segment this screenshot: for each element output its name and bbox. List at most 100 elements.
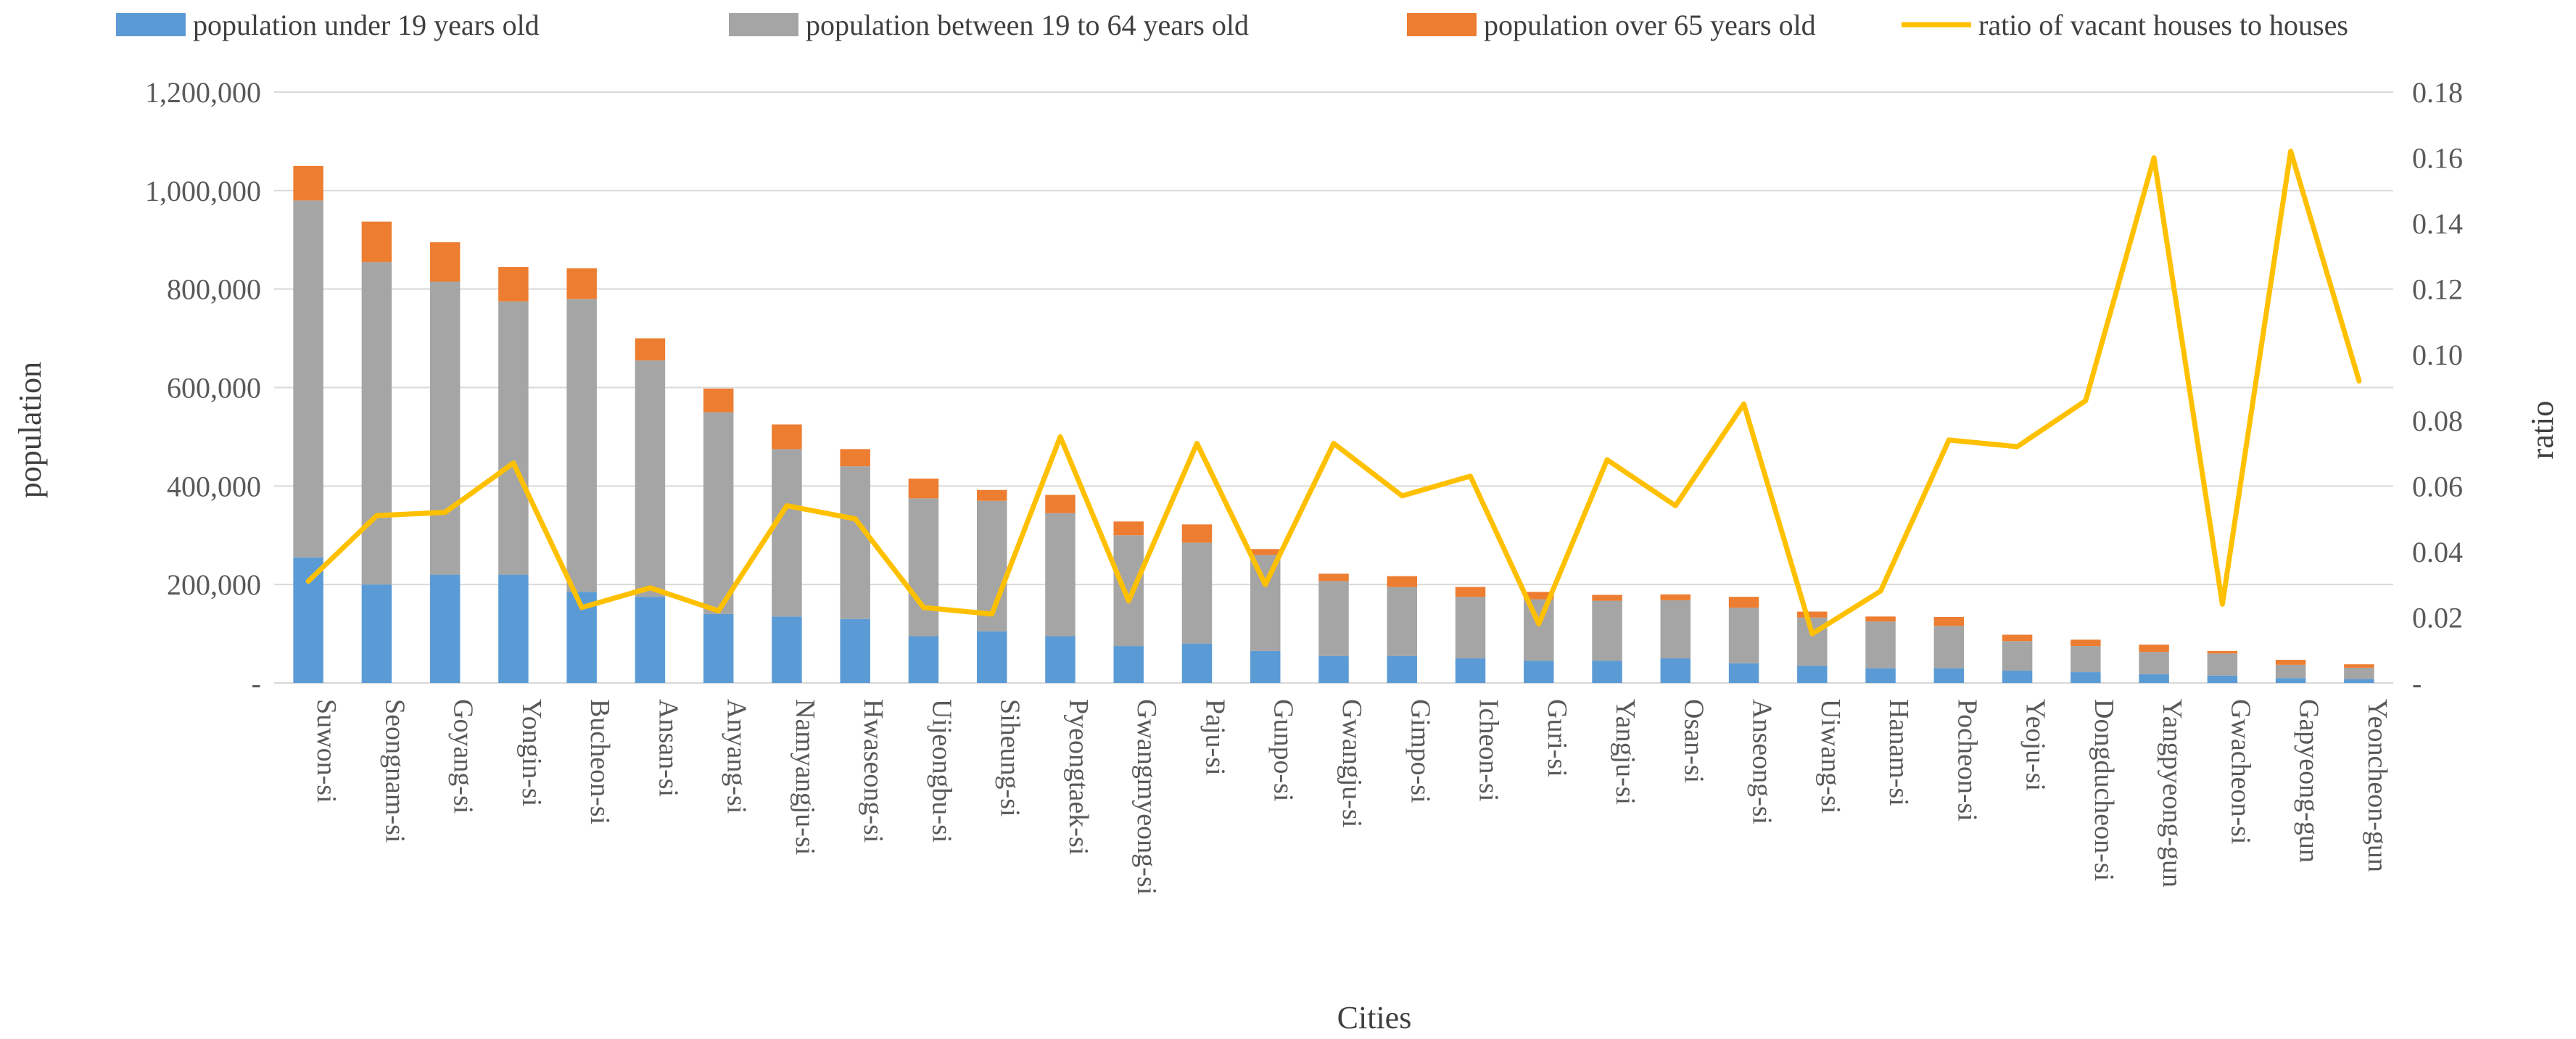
x-tick-label: Goyang-si xyxy=(448,699,479,814)
bar-1-18 xyxy=(1524,599,1554,661)
bar-2-9 xyxy=(908,479,939,499)
y2-tick-label: 0.14 xyxy=(2412,207,2463,240)
bar-1-6 xyxy=(703,412,734,614)
bar-0-0 xyxy=(293,557,323,683)
x-tick-label: Ansan-si xyxy=(653,699,683,797)
bar-1-26 xyxy=(2071,646,2101,673)
bar-1-30 xyxy=(2344,667,2374,679)
x-tick-label: Osan-si xyxy=(1678,699,1709,783)
bar-1-2 xyxy=(429,281,461,575)
bar-1-21 xyxy=(1728,608,1759,663)
bar-0-7 xyxy=(772,616,802,683)
bar-2-3 xyxy=(498,267,529,302)
ratio-line xyxy=(305,149,2362,637)
bar-0-26 xyxy=(2071,672,2101,683)
bar-1-12 xyxy=(1113,535,1144,647)
y2-tick-label: 0.16 xyxy=(2412,142,2463,175)
bar-1-27 xyxy=(2139,652,2169,674)
y-axis-left-ticks: - 200,000 400,000 600,000 800,000 1,000,000 1,… xyxy=(145,76,261,700)
y-tick-label: 200,000 xyxy=(167,568,261,601)
bar-1-3 xyxy=(498,301,529,575)
bar-1-5 xyxy=(635,360,666,597)
bar-2-17 xyxy=(1455,587,1486,597)
bar-0-13 xyxy=(1181,643,1213,683)
bar-2-23 xyxy=(1865,616,1896,622)
ratio-line-layer xyxy=(305,149,2362,637)
bar-0-20 xyxy=(1660,658,1691,683)
bar-1-25 xyxy=(2002,641,2033,671)
bar-2-30 xyxy=(2344,664,2374,668)
bar-2-26 xyxy=(2071,639,2101,647)
bar-0-23 xyxy=(1865,668,1896,683)
x-tick-label: Gwangmyeong-si xyxy=(1131,699,1162,895)
bar-2-7 xyxy=(772,424,802,450)
x-tick-label: Yongin-si xyxy=(516,699,547,806)
x-tick-label: Seongnam-si xyxy=(379,699,410,843)
bar-0-3 xyxy=(498,574,529,683)
legend-swatch xyxy=(1407,13,1477,36)
bar-1-8 xyxy=(840,466,870,619)
bar-0-16 xyxy=(1387,655,1417,683)
legend-swatch xyxy=(729,13,798,36)
y2-tick-label: 0.10 xyxy=(2412,339,2463,371)
bar-1-9 xyxy=(908,498,939,637)
bar-2-21 xyxy=(1728,597,1759,608)
bar-0-19 xyxy=(1592,661,1622,683)
bar-0-27 xyxy=(2139,674,2169,683)
x-tick-label: Anyang-si xyxy=(722,699,752,814)
bar-0-24 xyxy=(1933,668,1965,683)
bar-2-16 xyxy=(1387,576,1417,587)
bar-0-22 xyxy=(1797,666,1828,683)
y-tick-label: 600,000 xyxy=(167,372,261,405)
bar-1-17 xyxy=(1455,597,1486,659)
bar-1-28 xyxy=(2207,653,2238,676)
x-tick-label: Hanam-si xyxy=(1883,699,1914,806)
bar-2-2 xyxy=(429,242,461,282)
bar-2-13 xyxy=(1181,524,1213,543)
y2-tick-label: 0.06 xyxy=(2412,470,2463,502)
x-tick-label: Hwaseong-si xyxy=(858,699,888,843)
bar-2-22 xyxy=(1797,611,1828,618)
y2-tick-label: 0.08 xyxy=(2412,405,2463,437)
x-tick-label: Yeoju-si xyxy=(2020,699,2051,791)
bar-1-7 xyxy=(772,449,802,617)
x-tick-label: Paju-si xyxy=(1200,699,1231,776)
x-tick-label: Uijeongbu-si xyxy=(927,699,957,843)
y-tick-label: 1,000,000 xyxy=(145,175,261,207)
x-tick-label: Yangju-si xyxy=(1610,699,1640,805)
bar-2-8 xyxy=(840,449,870,467)
legend-label: population between 19 to 64 years old xyxy=(806,9,1249,41)
bar-1-23 xyxy=(1865,621,1896,668)
x-tick-label: Guri-si xyxy=(1542,699,1572,777)
y2-tick-label: - xyxy=(2412,667,2422,700)
bar-0-9 xyxy=(908,636,939,683)
bar-0-5 xyxy=(635,597,666,683)
bar-2-19 xyxy=(1592,595,1622,601)
x-tick-label: Yeoncheon-gun xyxy=(2362,699,2393,872)
y2-tick-label: 0.04 xyxy=(2412,536,2463,568)
x-tick-label: Gunpo-si xyxy=(1268,699,1299,801)
legend: population under 19 years old population … xyxy=(116,9,2348,41)
bar-0-29 xyxy=(2275,678,2306,683)
y2-tick-label: 0.18 xyxy=(2412,76,2463,109)
bar-0-30 xyxy=(2344,679,2374,683)
bar-0-21 xyxy=(1728,663,1759,683)
bar-2-6 xyxy=(703,388,734,413)
bar-1-1 xyxy=(361,262,392,585)
bar-0-2 xyxy=(429,574,461,683)
bar-2-5 xyxy=(635,338,666,361)
y-tick-label: 800,000 xyxy=(167,273,261,306)
bar-2-0 xyxy=(293,165,323,201)
bar-2-14 xyxy=(1250,549,1281,555)
bar-0-15 xyxy=(1318,655,1349,683)
legend-swatch xyxy=(116,13,186,36)
bar-2-10 xyxy=(976,489,1007,501)
bar-0-12 xyxy=(1113,646,1144,683)
bar-0-14 xyxy=(1250,650,1281,683)
bar-1-24 xyxy=(1933,626,1965,668)
bar-1-16 xyxy=(1387,587,1417,656)
x-tick-label: Namyangju-si xyxy=(790,699,820,855)
x-tick-label: Pyeongtaek-si xyxy=(1063,699,1094,855)
y-axis-right-ticks: - 0.02 0.04 0.06 0.08 0.10 0.12 0.14 0.16 0.18 xyxy=(2412,76,2463,700)
x-tick-label: Pocheon-si xyxy=(1952,699,1982,821)
